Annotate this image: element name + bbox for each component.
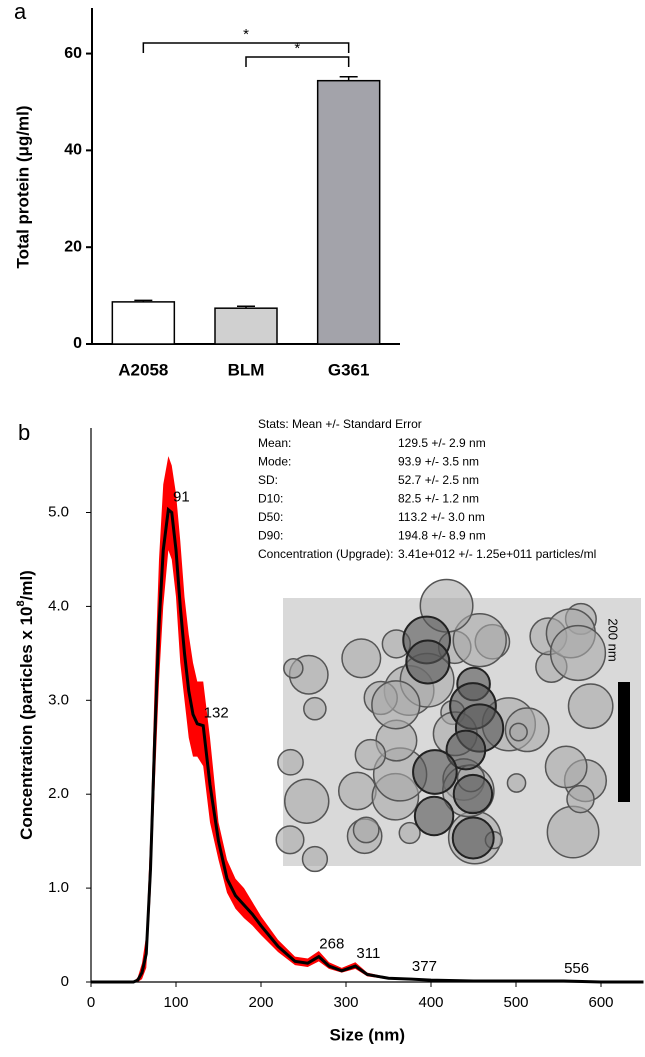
y-tick-label: 1.0 (48, 879, 69, 896)
y-tick-label: 2.0 (48, 785, 69, 802)
y-tick-label: 4.0 (48, 597, 69, 614)
x-axis-label: Size (nm) (329, 1025, 405, 1044)
micrograph-particles (275, 578, 614, 873)
particle (398, 821, 421, 845)
particle (452, 773, 494, 815)
significance-label: * (243, 26, 249, 43)
particle (544, 745, 588, 789)
y-axis-label-text: Concentration (particles x 10 (17, 607, 36, 840)
peak-label: 268 (319, 936, 344, 953)
y-axis-label-end: /ml) (17, 570, 36, 600)
particle (445, 729, 487, 771)
x-tick-label: A2058 (118, 360, 168, 379)
particle (341, 638, 382, 679)
bar (214, 307, 278, 345)
y-tick-label: 3.0 (48, 691, 69, 708)
error-bar (134, 299, 153, 302)
particle (371, 680, 421, 730)
stats-title: Stats: Mean +/- Standard Error (258, 417, 422, 431)
x-tick-label: 200 (248, 994, 273, 1011)
stats-label: D50: (258, 510, 283, 524)
x-tick-label: G361 (328, 360, 370, 379)
particle (549, 624, 607, 682)
scale-label: 200 nm (606, 618, 621, 661)
y-tick-label: 0 (73, 335, 82, 352)
particle (506, 773, 527, 793)
x-tick-label: 600 (588, 994, 613, 1011)
particle (567, 683, 614, 730)
y-tick-label: 5.0 (48, 503, 69, 520)
x-tick-label: 100 (163, 994, 188, 1011)
x-tick-label: 0 (87, 994, 95, 1011)
peak-label: 311 (356, 945, 380, 962)
particle (352, 816, 380, 844)
peak-label: 377 (412, 958, 437, 975)
peak-label: 91 (173, 489, 190, 506)
error-bar (237, 305, 255, 309)
particle (452, 612, 507, 668)
particle (275, 825, 305, 855)
scale-bar (618, 682, 630, 802)
particle (301, 845, 329, 873)
particle (337, 771, 377, 811)
particle (413, 795, 455, 837)
stats-value: 3.41e+012 +/- 1.25e+011 particles/ml (398, 547, 596, 561)
particle (451, 816, 495, 860)
x-tick-label: BLM (228, 360, 265, 379)
peak-label: 556 (564, 960, 589, 977)
particle (546, 805, 600, 859)
significance-label: * (294, 40, 300, 57)
stats-value: 129.5 +/- 2.9 nm (398, 436, 486, 450)
x-tick-label: 500 (503, 994, 528, 1011)
x-tick-label: 300 (333, 994, 358, 1011)
significance-bracket (245, 56, 350, 67)
particle (277, 748, 304, 776)
stats-value: 52.7 +/- 2.5 nm (398, 473, 479, 487)
y-tick-label: 20 (64, 238, 82, 255)
particle (303, 696, 327, 721)
particle (412, 749, 458, 795)
particle (283, 778, 330, 824)
stats-value: 194.8 +/- 8.9 nm (398, 529, 486, 543)
y-tick-label: 40 (64, 142, 82, 159)
particle (283, 658, 304, 679)
y-axis-label: Concentration (particles x 108/ml) (15, 570, 37, 840)
particle (509, 722, 528, 742)
stats-value: 113.2 +/- 3.0 nm (398, 510, 485, 524)
stats-value: 82.5 +/- 1.2 nm (398, 492, 479, 506)
axes (91, 8, 400, 345)
y-tick-label: 0 (61, 973, 69, 990)
x-tick-label: 400 (418, 994, 443, 1011)
bar (111, 301, 176, 345)
stats-label: Mean: (258, 436, 291, 450)
stats-label: SD: (258, 473, 278, 487)
stats-label: D90: (258, 529, 283, 543)
mean-line (91, 506, 644, 984)
bar (316, 79, 381, 345)
particle (405, 639, 451, 685)
stats-label: Concentration (Upgrade): (258, 547, 393, 561)
particle (566, 784, 595, 814)
y-tick-label: 60 (64, 45, 82, 62)
peak-label: 132 (204, 705, 229, 722)
particle (354, 738, 387, 771)
significance-bracket (142, 42, 350, 53)
y-axis-label-sup: 8 (15, 600, 27, 606)
panel-label: a (14, 0, 27, 24)
stats-value: 93.9 +/- 3.5 nm (398, 455, 479, 469)
stats-label: D10: (258, 492, 283, 506)
error-bar (339, 76, 358, 81)
y-axis-label: Total protein (μg/ml) (13, 105, 32, 268)
panel-label: b (18, 420, 30, 445)
error-band (91, 456, 644, 982)
stats-label: Mode: (258, 455, 291, 469)
